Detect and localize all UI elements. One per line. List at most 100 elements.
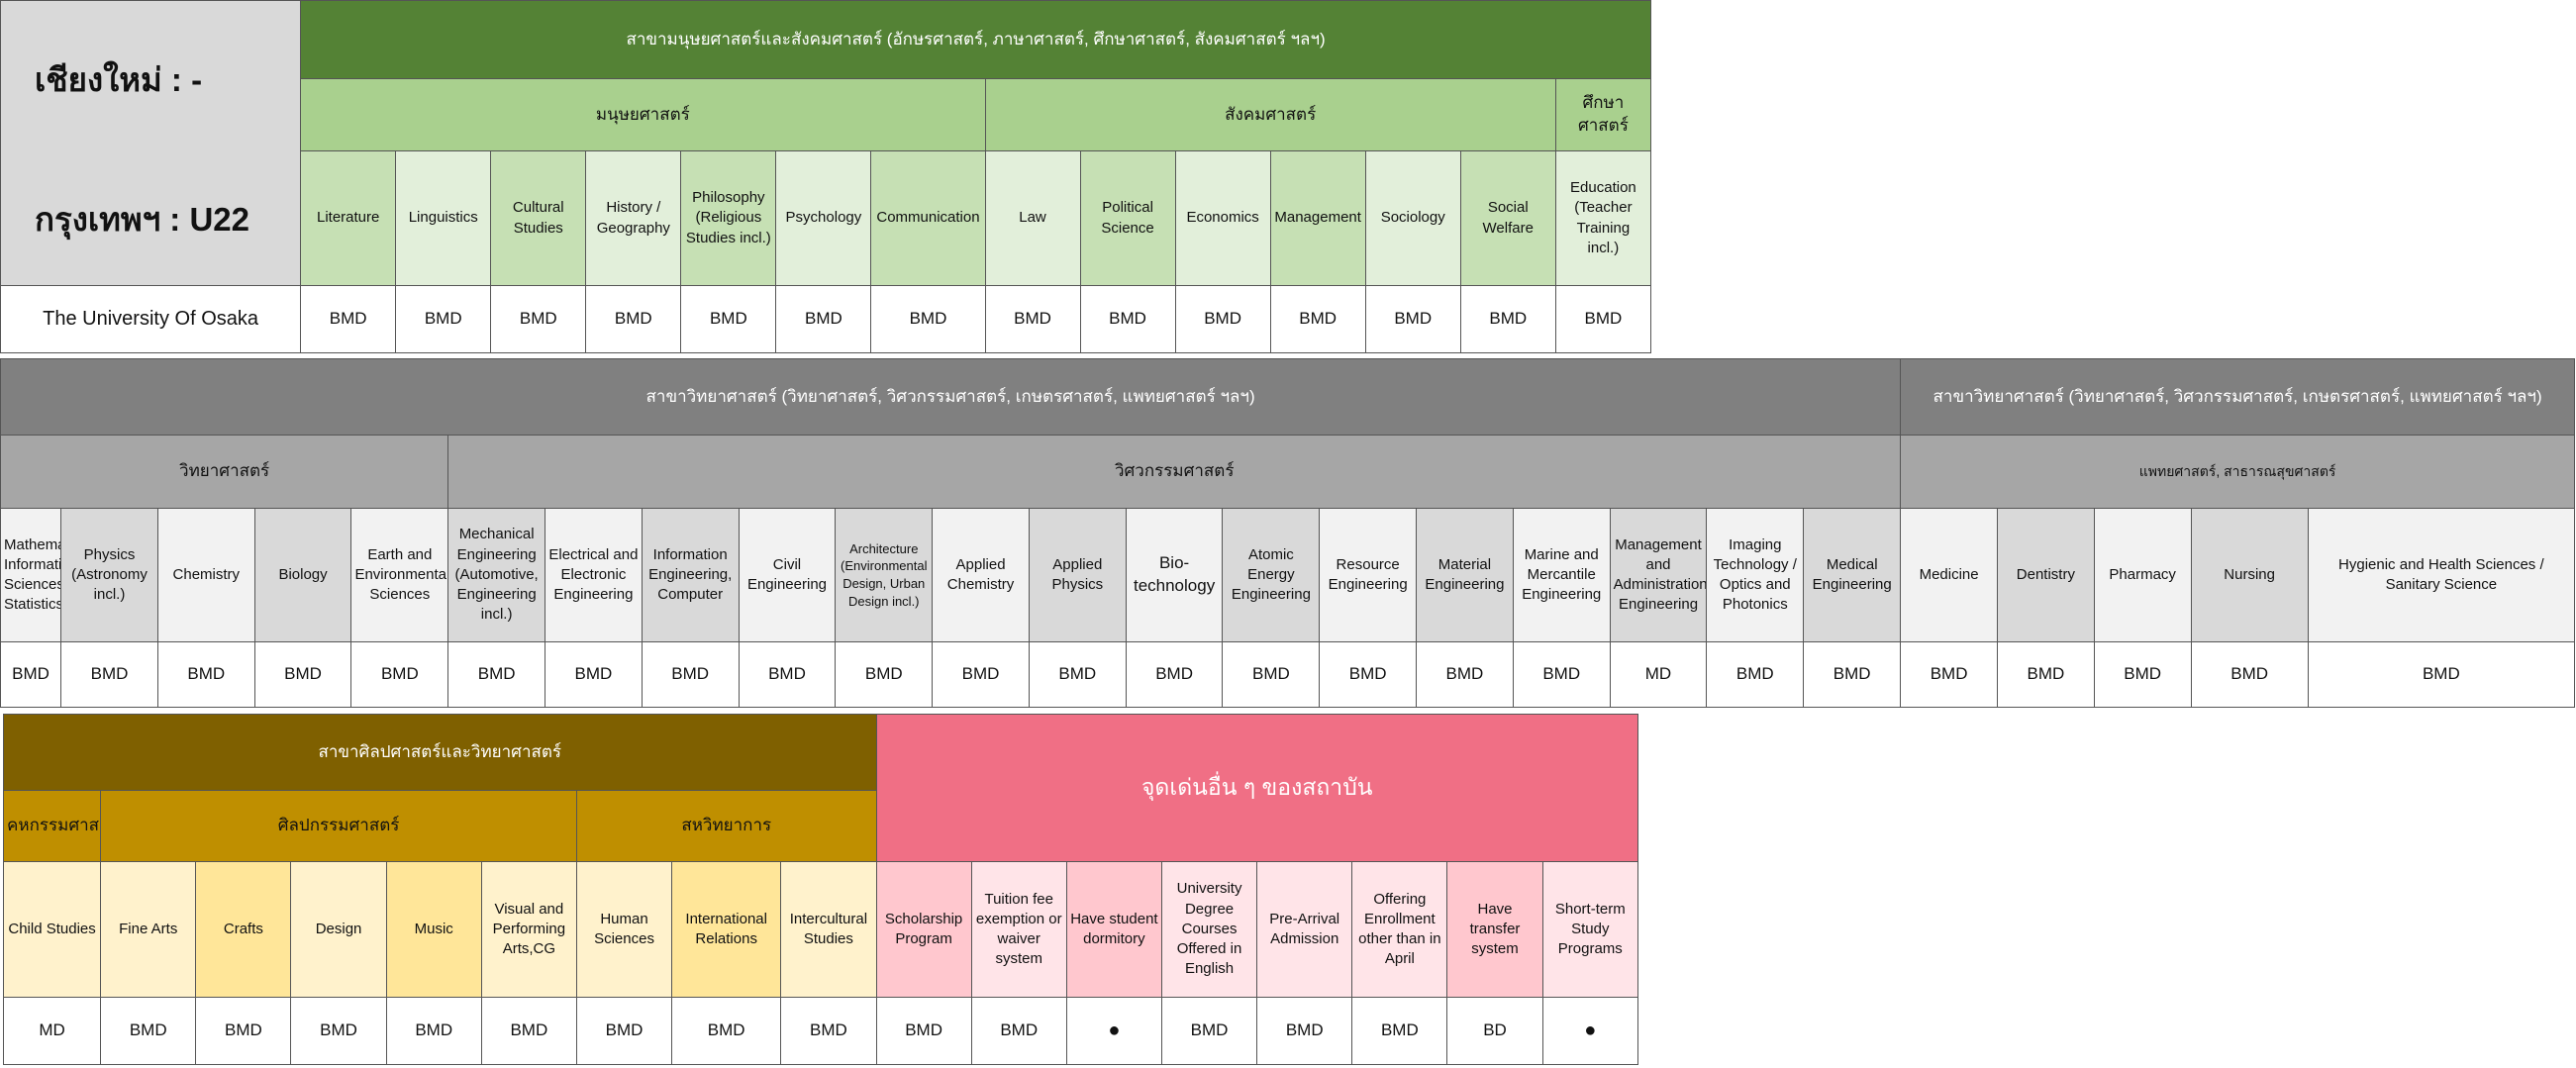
degree-value: BMD [2307, 641, 2576, 708]
subject-header: Visual and Performing Arts,CG [480, 861, 577, 998]
subject-header: Management and Administration Engineerin… [1609, 508, 1708, 642]
group-social-sciences: สังคมศาสตร์ [984, 78, 1556, 151]
group-interdisciplinary: สหวิทยาการ [575, 790, 877, 862]
feature-header: Pre-Arrival Admission [1256, 861, 1353, 998]
degree-value: BMD [290, 997, 387, 1065]
degree-value: BMD [395, 285, 492, 353]
subject-header: Law [984, 150, 1081, 286]
feature-header: Tuition fee exemption or waiver system [970, 861, 1067, 998]
subject-header: Philosophy (Religious Studies incl.) [680, 150, 777, 286]
degree-value: BMD [490, 285, 587, 353]
subject-header: Civil Engineering [738, 508, 837, 642]
subject-header: Human Sciences [575, 861, 673, 998]
feature-value: BMD [875, 997, 972, 1065]
degree-value: BMD [156, 641, 255, 708]
degree-value: BMD [1803, 641, 1902, 708]
group-humanities: มนุษยศาสตร์ [300, 78, 986, 151]
feature-header: University Degree Courses Offered in Eng… [1160, 861, 1258, 998]
feature-value: BMD [1256, 997, 1353, 1065]
degree-value: BMD [1459, 285, 1556, 353]
subject-header: Material Engineering [1416, 508, 1514, 642]
feature-header: Offering Enrollment other than in April [1351, 861, 1448, 998]
degree-value: BMD [1125, 641, 1224, 708]
degree-value: BMD [780, 997, 877, 1065]
degree-value: BMD [1900, 641, 1998, 708]
group-education: ศึกษาศาสตร์ [1554, 78, 1652, 151]
subject-header: Sociology [1364, 150, 1461, 286]
degree-value: BMD [195, 997, 292, 1065]
feature-header: Short-term Study Programs [1541, 861, 1639, 998]
degree-value: BMD [480, 997, 577, 1065]
degree-value: BMD [253, 641, 352, 708]
institution-features-header: จุดเด่นอื่น ๆ ของสถาบัน [875, 714, 1638, 862]
subject-header: Communication [870, 150, 986, 286]
subject-header: Management [1269, 150, 1366, 286]
degree-value: BMD [1364, 285, 1461, 353]
degree-value: BMD [1079, 285, 1176, 353]
group-science: วิทยาศาสตร์ [0, 435, 449, 509]
city-header-cell: เชียงใหม่ : - กรุงเทพฯ : U22 [0, 0, 302, 286]
degree-value: BMD [1996, 641, 2095, 708]
feature-value: BD [1446, 997, 1543, 1065]
degree-value: BMD [1028, 641, 1127, 708]
degree-value: BMD [1416, 641, 1514, 708]
subject-header: Bio-technology [1125, 508, 1224, 642]
subject-header: Hygienic and Health Sciences / Sanitary … [2307, 508, 2576, 642]
subject-header: Architecture (Environmental Design, Urba… [835, 508, 934, 642]
subject-header: International Relations [671, 861, 782, 998]
subject-header: Psychology [775, 150, 872, 286]
degree-value: BMD [932, 641, 1030, 708]
subject-header: Cultural Studies [490, 150, 587, 286]
subject-header: Medical Engineering [1803, 508, 1902, 642]
group-medicine-public-health: แพทยศาสตร์, สาธารณสุขศาสตร์ [1900, 435, 2575, 509]
bangkok-label: กรุงเทพฯ : U22 [35, 200, 249, 238]
subject-header: Mechanical Engineering (Automotive, Engi… [447, 508, 546, 642]
humanities-table: เชียงใหม่ : - กรุงเทพฯ : U22 สาขามนุษยศา… [0, 0, 1652, 353]
degree-value: BMD [585, 285, 682, 353]
subject-header: Physics (Astronomy incl.) [60, 508, 158, 642]
liberal-arts-header: สาขาศิลปศาสตร์และวิทยาศาสตร์ [3, 714, 877, 791]
subject-header: Medicine [1900, 508, 1998, 642]
degree-value: BMD [447, 641, 546, 708]
subject-header: Linguistics [395, 150, 492, 286]
degree-value: BMD [350, 641, 449, 708]
subject-header: Chemistry [156, 508, 255, 642]
subject-header: Literature [300, 150, 397, 286]
subject-header: Electrical and Electronic Engineering [545, 508, 643, 642]
science-header-left: สาขาวิทยาศาสตร์ (วิทยาศาสตร์, วิศวกรรมศา… [0, 358, 1902, 436]
degree-value: BMD [0, 641, 62, 708]
feature-value: BMD [1351, 997, 1448, 1065]
subject-header: Biology [253, 508, 352, 642]
degree-value: BMD [984, 285, 1081, 353]
subject-header: History / Geography [585, 150, 682, 286]
degree-value: BMD [545, 641, 643, 708]
subject-header: Political Science [1079, 150, 1176, 286]
subject-header: Applied Physics [1028, 508, 1127, 642]
science-table: สาขาวิทยาศาสตร์ (วิทยาศาสตร์, วิศวกรรมศา… [0, 358, 2576, 708]
subject-header: Education (Teacher Training incl.) [1554, 150, 1652, 286]
feature-header: Have transfer system [1446, 861, 1543, 998]
degree-value: BMD [1319, 641, 1418, 708]
degree-value: BMD [1706, 641, 1805, 708]
humanities-social-header: สาขามนุษยศาสตร์และสังคมศาสตร์ (อักษรศาสต… [300, 0, 1651, 79]
degree-value: BMD [775, 285, 872, 353]
feature-dot-mark: ● [1541, 997, 1639, 1065]
subject-header: Imaging Technology / Optics and Photonic… [1706, 508, 1805, 642]
degree-value: BMD [1554, 285, 1652, 353]
subject-header: Dentistry [1996, 508, 2095, 642]
subject-header: Marine and Mercantile Engineering [1512, 508, 1611, 642]
degree-value: BMD [641, 641, 740, 708]
science-header-right: สาขาวิทยาศาสตร์ (วิทยาศาสตร์, วิศวกรรมศา… [1900, 358, 2575, 436]
degree-value: BMD [300, 285, 397, 353]
subject-header: Fine Arts [100, 861, 197, 998]
degree-value: BMD [738, 641, 837, 708]
feature-header: Have student dormitory [1065, 861, 1162, 998]
subject-header: Mathematics, Information Sciences, Stati… [0, 508, 62, 642]
degree-value: BMD [680, 285, 777, 353]
feature-value: BMD [1160, 997, 1258, 1065]
chiangmai-label: เชียงใหม่ : - [35, 61, 203, 98]
degree-value: BMD [100, 997, 197, 1065]
group-fine-arts: ศิลปกรรมศาสตร์ [100, 790, 577, 862]
degree-value: BMD [60, 641, 158, 708]
group-home-economics: คหกรรมศาสตร์ [2, 790, 102, 862]
